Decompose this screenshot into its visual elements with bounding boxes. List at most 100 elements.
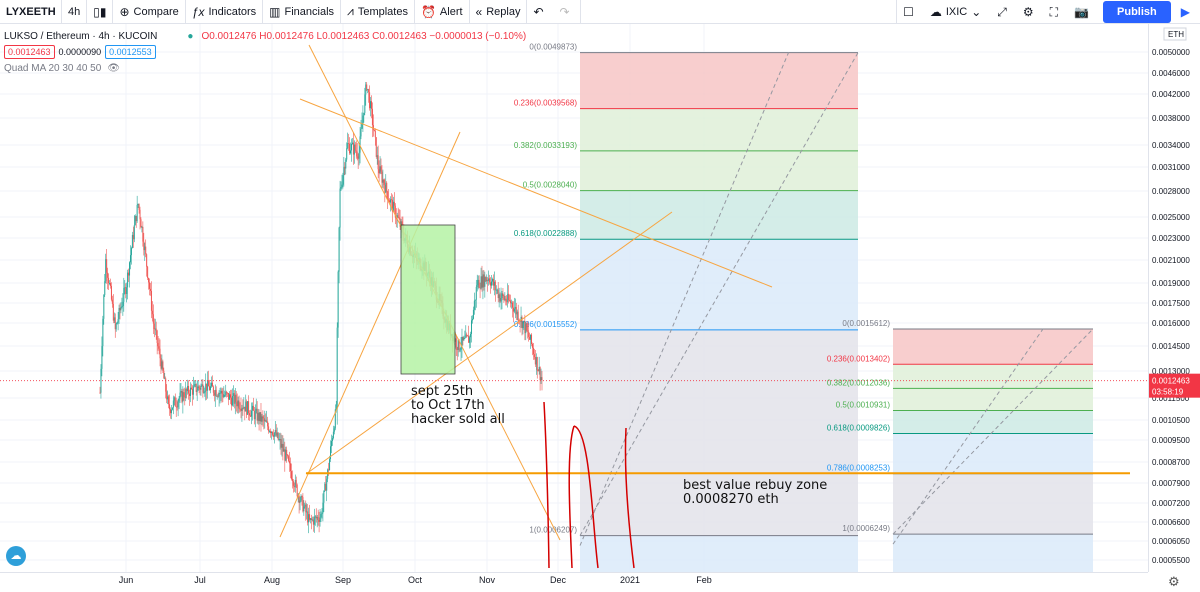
candle-body	[286, 449, 288, 456]
candle-body	[250, 415, 252, 417]
candle-body	[275, 429, 277, 436]
candle-body	[342, 175, 344, 185]
candle-body	[476, 285, 478, 287]
candle-body	[364, 94, 366, 113]
settings-button[interactable]: ⚙	[1017, 0, 1044, 24]
candle-body	[207, 380, 209, 391]
candle-body	[377, 155, 379, 170]
candle-body	[501, 293, 503, 299]
candle-body	[539, 366, 541, 381]
candle-body	[259, 412, 261, 422]
publish-button[interactable]: Publish	[1103, 1, 1171, 23]
replay-button[interactable]: « Replay	[470, 0, 528, 24]
snapshot-button[interactable]: 📷	[1068, 0, 1099, 24]
candle-body	[536, 357, 538, 371]
layout-select[interactable]: ☁ IXIC ⌄	[924, 0, 991, 24]
bid-price[interactable]: 0.0012463	[4, 45, 55, 59]
candle-body	[157, 342, 159, 347]
chart-type-button[interactable]: ▯▮	[87, 0, 114, 24]
axis-settings-icon[interactable]: ⚙	[1168, 574, 1180, 589]
candle-body	[326, 478, 328, 491]
fib1-zone	[580, 239, 858, 330]
candle-body	[319, 517, 321, 522]
time-axis[interactable]	[0, 572, 1148, 592]
fullscreen-toggle-button[interactable]: ⛶	[1044, 0, 1068, 24]
undo-button[interactable]: ↶	[527, 0, 553, 24]
candle-body	[487, 279, 489, 281]
candle-body	[206, 383, 208, 391]
candle-body	[250, 410, 252, 417]
fib2-level-label: 0.236(0.0013402)	[827, 354, 891, 363]
indicator-name: Quad MA 20 30 40 50	[4, 62, 102, 74]
candle-body	[219, 393, 221, 394]
candle-body	[347, 143, 349, 149]
candle-body	[357, 156, 359, 159]
candle-body	[371, 108, 373, 126]
price-axis[interactable]	[1148, 24, 1200, 572]
candle-body	[354, 144, 356, 151]
tradingview-logo-icon[interactable]: ☁	[6, 546, 26, 566]
candle-body	[139, 209, 141, 220]
candle-body	[233, 393, 235, 404]
fib2-trend-line	[892, 328, 1044, 545]
candle-body	[508, 293, 510, 301]
candle-body	[329, 459, 331, 471]
candle-body	[262, 416, 264, 419]
fib2-zone	[893, 388, 1093, 411]
candle-body	[376, 155, 378, 157]
candle-body	[110, 285, 112, 300]
redo-button[interactable]: ↷	[554, 0, 581, 24]
candle-body	[105, 259, 107, 282]
candle-body	[375, 137, 377, 157]
fullscreen-button[interactable]: ⤢	[991, 0, 1017, 24]
alert-button[interactable]: ⏰ Alert	[415, 0, 470, 24]
candle-body	[350, 150, 352, 154]
symbol-search[interactable]: LYXEETH	[0, 0, 62, 24]
candle-body	[228, 392, 230, 400]
financials-button[interactable]: ▥ Financials	[263, 0, 342, 24]
candle-body	[195, 383, 197, 392]
candle-body	[322, 502, 324, 514]
chart-legend: LUKSO / Ethereum · 4h · KUCOIN ● O0.0012…	[4, 28, 526, 76]
candle-body	[310, 518, 312, 520]
candle-body	[281, 443, 283, 448]
eye-icon[interactable]: 👁	[107, 62, 120, 74]
candle-body	[214, 389, 216, 396]
candle-body	[397, 215, 399, 218]
candle-body	[386, 182, 388, 192]
candle-body	[334, 409, 336, 429]
candle-body	[381, 171, 383, 183]
play-button[interactable]: ▶	[1175, 0, 1200, 24]
candle-body	[292, 481, 294, 486]
hack-window-note: sept 25th to Oct 17th hacker sold all	[411, 384, 505, 427]
candle-body	[148, 277, 150, 283]
candle-body	[229, 394, 231, 400]
compare-button[interactable]: ⊕ Compare	[113, 0, 186, 24]
candle-body	[511, 302, 513, 304]
indicators-button[interactable]: ƒx Indicators	[186, 0, 264, 24]
candle-body	[174, 397, 176, 407]
candle-body	[235, 394, 237, 403]
layout-toggle-button[interactable]: ☐	[896, 0, 924, 24]
square-icon: ☐	[903, 5, 914, 19]
interval-button[interactable]: 4h	[62, 0, 88, 24]
candle-body	[106, 259, 108, 273]
fib1-zone	[580, 52, 858, 109]
price-chart[interactable]: 0(0.0049873) 0.236(0.0039568) 0.382(0.0033…	[0, 24, 1200, 592]
templates-button[interactable]: ⩘ Templates	[341, 0, 415, 24]
candle-body	[300, 496, 302, 501]
fib1-zone	[580, 190, 858, 240]
candle-body	[394, 205, 396, 218]
candle-body	[100, 368, 102, 393]
ask-price[interactable]: 0.0012553	[105, 45, 156, 59]
candle-body	[159, 348, 161, 359]
fib2-level-label: 0.618(0.0009826)	[827, 423, 891, 432]
candle-body	[338, 227, 340, 272]
candle-body	[120, 307, 122, 311]
indicators-label: Indicators	[208, 5, 257, 18]
candle-body	[112, 303, 114, 321]
candle-body	[309, 514, 311, 520]
candle-body	[237, 400, 239, 407]
candle-body	[266, 421, 268, 423]
candle-body	[254, 410, 256, 420]
